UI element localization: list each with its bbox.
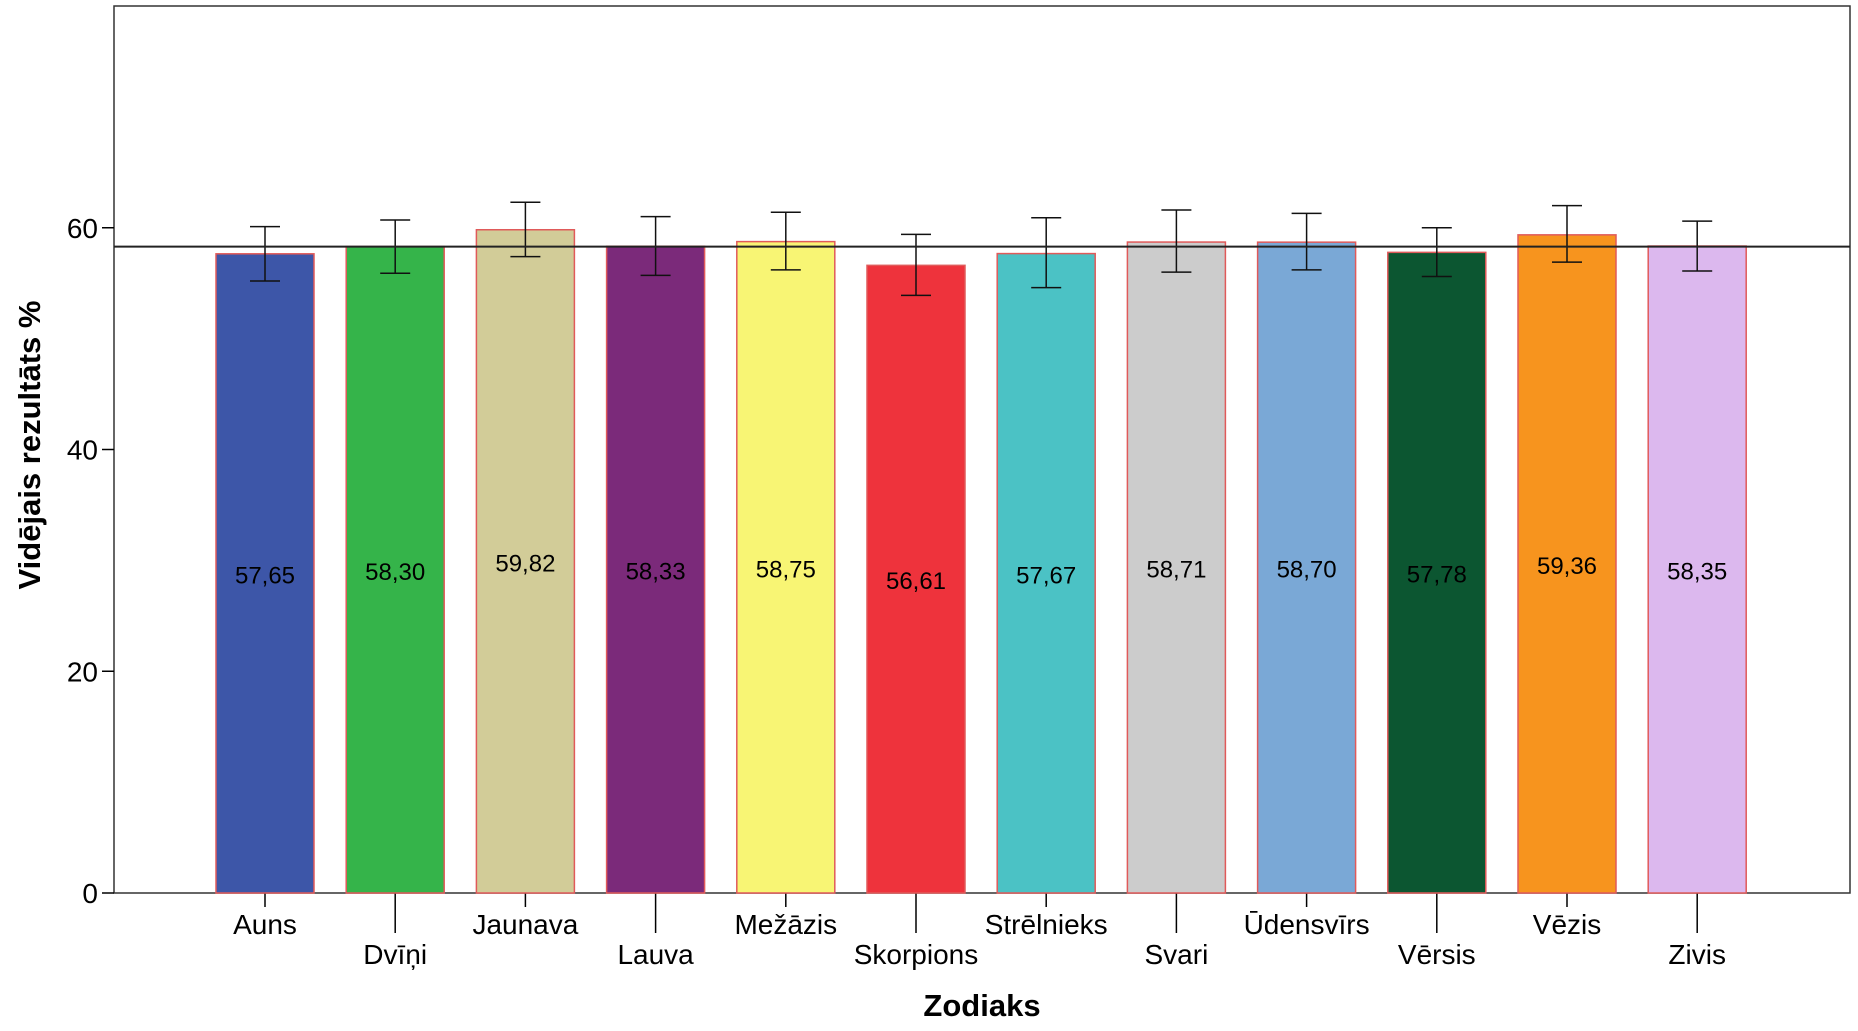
x-category-label: Auns <box>233 909 297 940</box>
labels-layer: 57,65 58,30 59,82 58,33 58,75 56,61 57,67 58,71… <box>233 550 1727 970</box>
data-label: 58,75 <box>756 556 816 583</box>
bars-layer <box>215 228 1747 894</box>
data-label: 59,36 <box>1537 553 1597 580</box>
data-label: 58,35 <box>1667 559 1727 586</box>
data-label: 57,65 <box>235 562 295 589</box>
bar <box>1256 241 1357 894</box>
bar <box>1517 234 1617 894</box>
bar <box>996 252 1096 894</box>
bar <box>736 240 836 894</box>
x-category-label: Dvīņi <box>363 939 427 970</box>
x-category-label: Lauva <box>617 939 694 970</box>
x-axis-title: Zodiaks <box>923 988 1040 1023</box>
bar <box>1387 251 1487 894</box>
data-label: 59,82 <box>495 550 555 577</box>
y-tick-label: 40 <box>67 435 98 466</box>
bar <box>1647 245 1747 894</box>
data-label: 58,30 <box>365 559 425 586</box>
y-axis-title: Vidējais rezultāts % <box>12 301 47 590</box>
data-label: 58,33 <box>626 559 686 586</box>
data-label: 58,70 <box>1277 557 1337 584</box>
x-category-label: Vērsis <box>1398 939 1476 970</box>
data-label: 57,78 <box>1407 562 1467 589</box>
x-category-label: Strēlnieks <box>985 909 1108 940</box>
x-category-label: Ūdensvīrs <box>1244 909 1370 940</box>
y-tick-label: 60 <box>67 213 98 244</box>
x-category-label: Mežāzis <box>734 909 837 940</box>
data-label: 56,61 <box>886 568 946 595</box>
x-category-label: Jaunava <box>472 909 578 940</box>
bar <box>215 253 315 894</box>
data-label: 57,67 <box>1016 562 1076 589</box>
error-bars-layer <box>250 201 1713 297</box>
x-category-label: Zivis <box>1668 939 1726 970</box>
bar <box>345 245 445 894</box>
x-category-label: Skorpions <box>854 939 979 970</box>
y-tick-label: 0 <box>82 878 98 909</box>
x-category-label: Vēzis <box>1533 909 1601 940</box>
bar <box>1126 241 1227 894</box>
bar <box>475 228 576 894</box>
bar <box>866 264 966 894</box>
data-label: 58,71 <box>1146 557 1206 584</box>
x-category-label: Svari <box>1145 939 1209 970</box>
y-tick-label: 20 <box>67 656 98 687</box>
axes-layer: 0 20 40 60 <box>67 5 1851 933</box>
